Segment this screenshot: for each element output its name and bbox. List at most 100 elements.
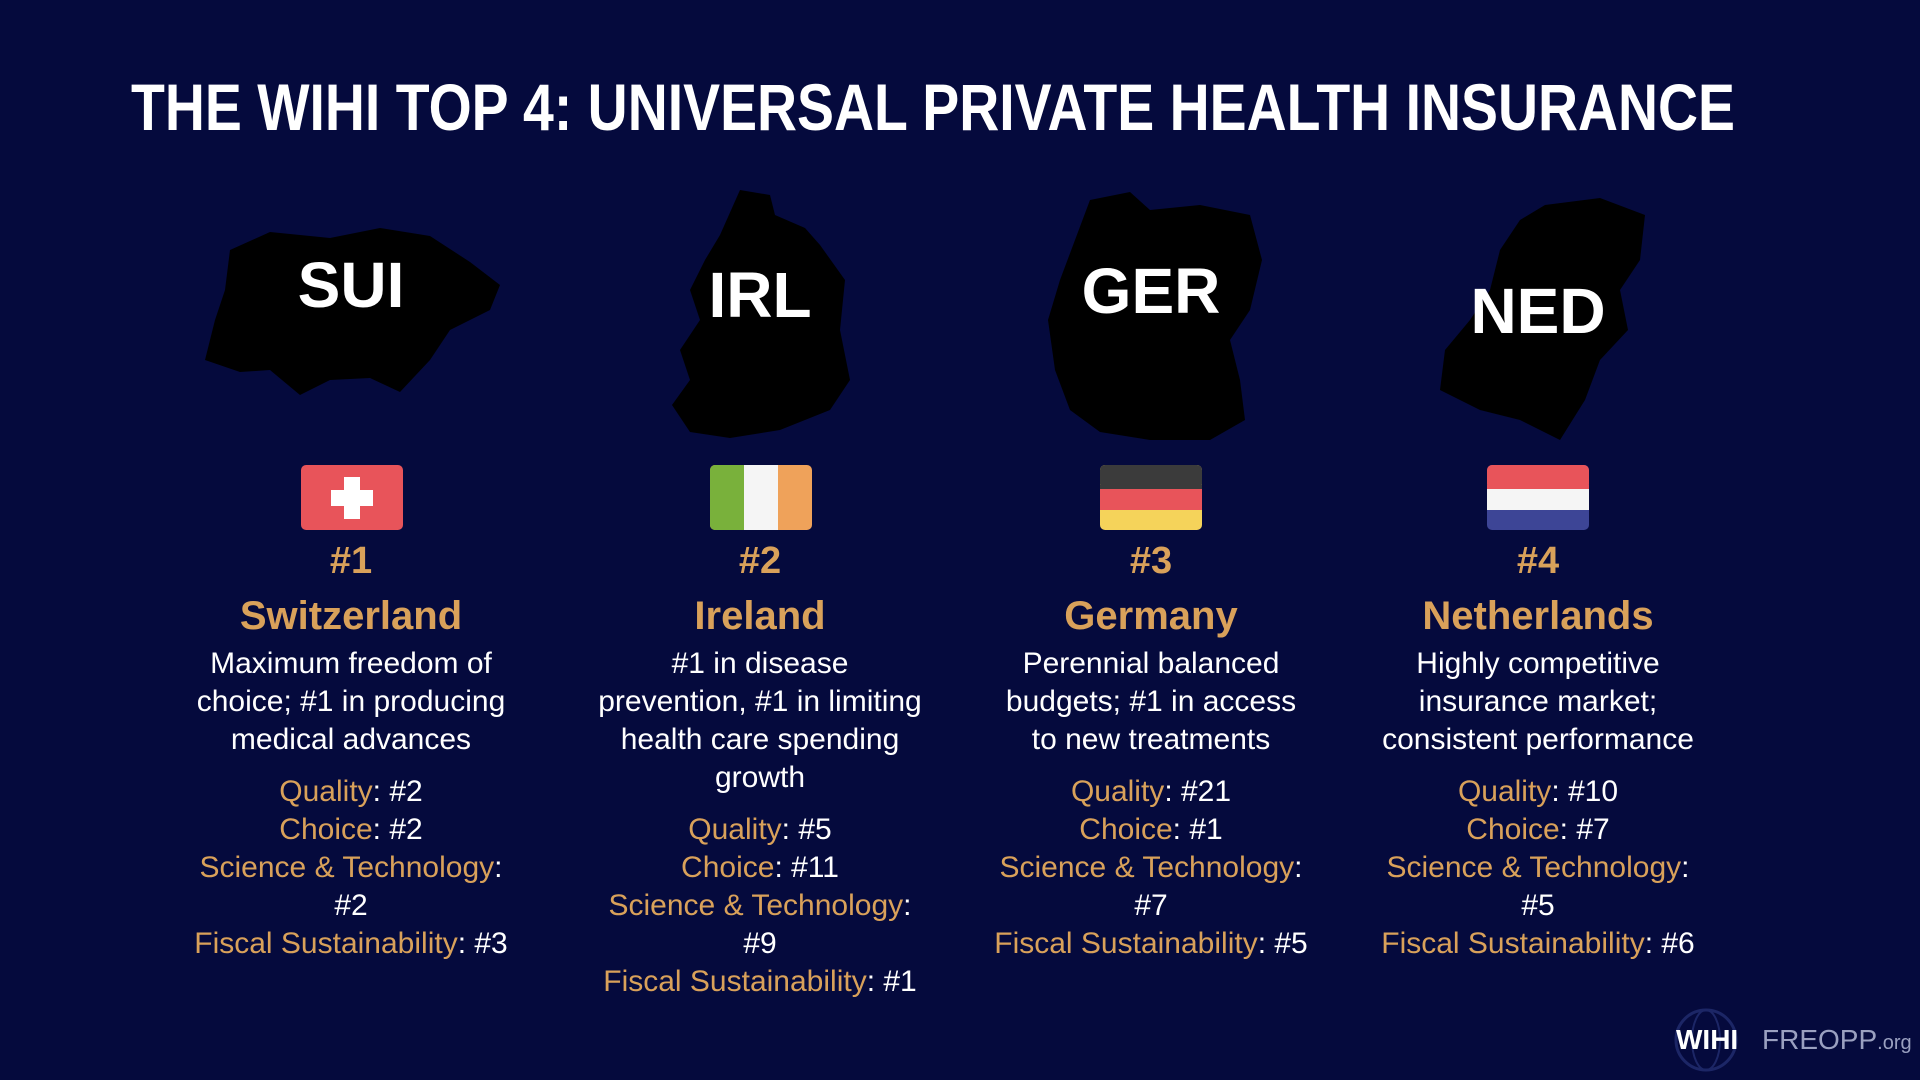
metric: Fiscal Sustainability: #5: [981, 925, 1321, 963]
description-line: insurance market;: [1418, 685, 1658, 718]
country-description: Perennial balanced budgets; #1 in access t…: [951, 645, 1351, 759]
metric: Science & Technology: #2: [181, 849, 521, 925]
description-line: growth: [714, 761, 806, 794]
country-name: Switzerland: [239, 594, 463, 638]
metric: Fiscal Sustainability: #6: [1368, 925, 1708, 963]
metric-label: Science & Technology: [1386, 851, 1682, 884]
metric-value: : #2: [372, 813, 423, 846]
metric-label: Choice: [1079, 813, 1173, 846]
metric: Quality: #21: [981, 773, 1321, 811]
metric-label: Choice: [279, 813, 373, 846]
logo-freopp-name: FREOPP: [1762, 1024, 1878, 1055]
metric: Choice: #7: [1368, 811, 1708, 849]
description-line: budgets; #1 in access: [1005, 685, 1297, 718]
country-description: Maximum freedom of choice; #1 in producin…: [151, 645, 551, 759]
country-name: Germany: [1064, 594, 1238, 638]
metric-label: Choice: [681, 851, 775, 884]
metric-value: : #5: [781, 813, 832, 846]
metric-value: : #7: [1134, 851, 1303, 922]
logo-wihi: WIHI: [1676, 1024, 1739, 1055]
flag-netherlands: [1487, 465, 1589, 530]
metric-list: Quality: #5 Choice: #11 Science & Technolo…: [590, 811, 930, 1001]
metric-value: : #1: [866, 965, 917, 998]
metric: Choice: #1: [981, 811, 1321, 849]
metric: Science & Technology: #5: [1368, 849, 1708, 925]
metric-label: Quality: [688, 813, 782, 846]
metric-value: : #21: [1164, 775, 1232, 808]
metric-value: : #5: [1521, 851, 1690, 922]
country-column: #1 Switzerland Maximum freedom of choice; #…: [151, 535, 551, 963]
country-name: Ireland: [694, 594, 826, 638]
metric-value: : #2: [372, 775, 423, 808]
metric-list: Quality: #2 Choice: #2 Science & Technolog…: [181, 773, 521, 963]
country-rank: #4: [1516, 540, 1560, 582]
map-switzerland: [205, 228, 500, 395]
metric-value: : #5: [1257, 927, 1308, 960]
metric-label: Quality: [1457, 775, 1552, 808]
map-ireland: [672, 190, 850, 438]
metric: Science & Technology: #9: [590, 887, 930, 963]
metric: Quality: #5: [590, 811, 930, 849]
description-line: consistent performance: [1382, 723, 1694, 756]
country-description: Highly competitive insurance market; consi…: [1338, 645, 1738, 759]
flag-germany: [1100, 465, 1202, 530]
metric-label: Choice: [1466, 813, 1560, 846]
slide-title: THE WIHI TOP 4: UNIVERSAL PRIVATE HEALTH…: [131, 70, 1735, 144]
description-line: Highly competitive: [1416, 647, 1660, 680]
flag-ireland: [710, 465, 812, 530]
country-rank: #1: [329, 540, 373, 582]
country-code: NED: [1470, 275, 1606, 347]
metric-label: Science & Technology: [999, 851, 1295, 884]
country-code: IRL: [708, 259, 812, 331]
metric: Quality: #10: [1368, 773, 1708, 811]
metric-label: Science & Technology: [199, 851, 495, 884]
map-netherlands: [1440, 198, 1645, 440]
metric: Science & Technology: #7: [981, 849, 1321, 925]
country-column: #4 Netherlands Highly competitive insurance…: [1338, 535, 1738, 963]
country-rank: #3: [1129, 540, 1173, 582]
description-line: Maximum freedom of: [210, 647, 492, 680]
description-line: #1 in disease: [671, 647, 849, 680]
logo-freopp-suffix: .org: [1877, 1032, 1912, 1054]
globe-icon-meridian: [1691, 1009, 1721, 1071]
metric-value: : #11: [774, 851, 839, 884]
country-description: #1 in disease prevention, #1 in limiting h…: [560, 645, 960, 797]
metric: Fiscal Sustainability: #1: [590, 963, 930, 1001]
description-line: choice; #1 in producing: [196, 685, 506, 718]
metric-label: Fiscal Sustainability: [994, 927, 1258, 960]
metric-label: Fiscal Sustainability: [603, 965, 867, 998]
metric-label: Fiscal Sustainability: [1381, 927, 1645, 960]
metric-list: Quality: #10 Choice: #7 Science & Technolo…: [1368, 773, 1708, 963]
description-line: Perennial balanced: [1022, 647, 1280, 680]
flag-switzerland: [301, 465, 403, 530]
description-line: prevention, #1 in limiting: [598, 685, 922, 718]
map-germany: [1048, 192, 1262, 440]
metric: Quality: #2: [181, 773, 521, 811]
metric: Choice: #2: [181, 811, 521, 849]
country-rank: #2: [738, 540, 782, 582]
metric-label: Fiscal Sustainability: [194, 927, 458, 960]
metric-value: : #2: [334, 851, 503, 922]
metric-value: : #3: [457, 927, 508, 960]
description-line: health care spending: [620, 723, 900, 756]
description-line: to new treatments: [1031, 723, 1271, 756]
metric-label: Science & Technology: [608, 889, 904, 922]
metric: Fiscal Sustainability: #3: [181, 925, 521, 963]
country-code: SUI: [297, 249, 405, 321]
metric-label: Quality: [1070, 775, 1165, 808]
country-column: #3 Germany Perennial balanced budgets; #1 i…: [951, 535, 1351, 963]
metric-label: Quality: [279, 775, 373, 808]
country-column: #2 Ireland #1 in disease prevention, #1 in …: [560, 535, 960, 1001]
country-code: GER: [1081, 255, 1221, 327]
metric-list: Quality: #21 Choice: #1 Science & Technolo…: [981, 773, 1321, 963]
metric-value: : #1: [1172, 813, 1223, 846]
metric-value: : #9: [743, 889, 912, 960]
country-name: Netherlands: [1422, 594, 1654, 638]
metric-value: : #7: [1559, 813, 1610, 846]
description-line: medical advances: [230, 723, 472, 756]
metric-value: : #10: [1551, 775, 1619, 808]
metric-value: : #6: [1644, 927, 1695, 960]
logo-freopp: FREOPP.org: [1762, 1024, 1912, 1056]
